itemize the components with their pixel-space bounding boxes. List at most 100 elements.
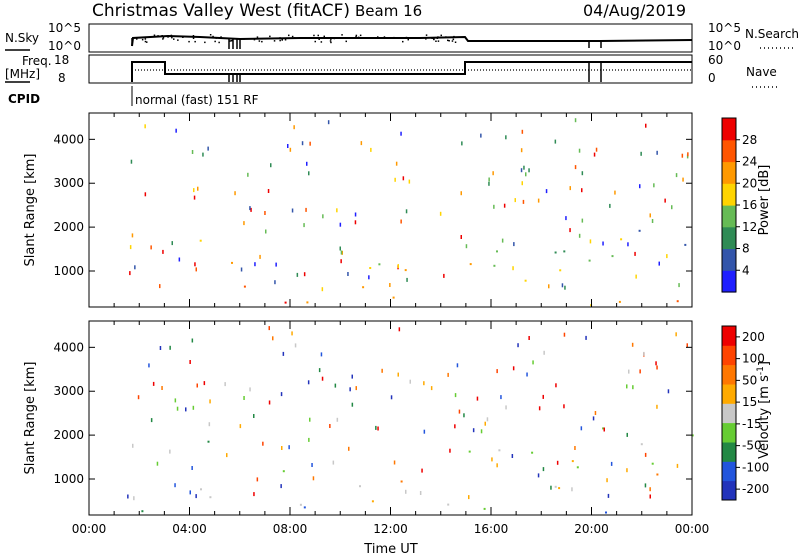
power-cell: [339, 222, 342, 227]
power-colorbar-tick-label: 28: [742, 133, 757, 147]
nsky-dot: [258, 40, 261, 42]
velocity-cell: [397, 372, 399, 377]
nave-tick-low: 0: [708, 71, 716, 85]
power-cell: [595, 147, 598, 152]
nsky-dot: [439, 36, 442, 39]
velocity-cell: [148, 363, 150, 368]
velocity-cell: [626, 468, 628, 473]
velocity-cell: [409, 379, 411, 384]
velocity-cell: [610, 461, 613, 466]
power-cell: [513, 242, 515, 247]
power-cell: [175, 128, 177, 133]
freq-panel: [88, 54, 693, 84]
velocity-cell: [336, 417, 339, 422]
velocity-cell: [191, 466, 193, 470]
power-colorbar-segment: [722, 226, 736, 250]
power-cell: [247, 172, 249, 177]
power-cell: [522, 199, 525, 204]
velocity-cell: [649, 494, 651, 499]
velocity-cell: [375, 425, 377, 430]
power-cell: [589, 239, 592, 244]
velocity-cell: [643, 351, 645, 356]
velocity-cell: [667, 389, 670, 394]
nsky-dot: [445, 36, 447, 38]
power-cell: [461, 141, 463, 146]
velocity-ytick-label: 4000: [53, 340, 84, 354]
velocity-cell: [423, 429, 426, 434]
power-cell: [406, 277, 408, 282]
velocity-cell: [282, 351, 285, 356]
power-cell: [678, 283, 680, 288]
power-cell: [565, 216, 567, 221]
velocity-cell: [371, 500, 374, 503]
power-cell: [370, 147, 372, 152]
velocity-cell: [656, 404, 658, 409]
velocity-cell: [280, 484, 282, 489]
nsky-dot: [355, 36, 357, 38]
nsky-dot: [402, 40, 404, 43]
power-colorbar-segment: [722, 183, 736, 206]
velocity-cell: [651, 462, 654, 465]
nsky-dot: [177, 39, 179, 41]
velocity-cell: [398, 327, 401, 332]
velocity-cell: [463, 413, 465, 418]
power-cell: [197, 186, 199, 191]
velocity-cell: [256, 477, 259, 482]
velocity-cell: [226, 453, 228, 458]
power-cell: [340, 250, 343, 255]
nsky-dot: [284, 39, 287, 41]
power-cell: [548, 284, 550, 289]
nsky-dot: [407, 38, 409, 41]
velocity-cell: [185, 407, 187, 412]
velocity-cell: [571, 487, 573, 492]
nsky-dot: [437, 36, 439, 38]
velocity-ytick-label: 3000: [53, 384, 84, 398]
velocity-colorbar-tick-label: 100: [742, 352, 765, 366]
velocity-cell: [161, 386, 163, 390]
power-cell: [270, 163, 272, 168]
velocity-cell: [349, 387, 351, 392]
power-cell: [480, 133, 482, 138]
power-colorbar-label: Power [dB]: [757, 165, 772, 236]
power-cell: [514, 198, 516, 203]
velocity-cell: [423, 381, 425, 386]
power-cell: [581, 188, 583, 193]
nsky-dot: [141, 38, 144, 41]
power-cell: [523, 165, 525, 170]
velocity-xtick-label: 00:00: [72, 522, 107, 536]
velocity-cell: [272, 336, 274, 341]
power-cell: [635, 274, 637, 279]
nsky-dot: [453, 35, 455, 38]
power-cell: [395, 161, 398, 166]
velocity-cell: [542, 394, 544, 399]
nsky-dot: [256, 36, 259, 38]
velocity-cell: [594, 411, 597, 415]
velocity-cell: [332, 460, 335, 465]
velocity-cell: [480, 429, 483, 434]
velocity-cell: [491, 457, 493, 462]
freq-tick-low: 8: [58, 71, 66, 85]
power-ytick-label: 2000: [53, 220, 84, 234]
velocity-cell: [303, 506, 306, 509]
power-cell: [675, 173, 678, 178]
nsky-dot: [288, 34, 290, 37]
velocity-cell: [191, 338, 194, 343]
velocity-cell: [628, 369, 630, 374]
nsky-dot: [153, 34, 156, 36]
nsky-dot: [157, 35, 159, 37]
power-cell: [354, 220, 357, 225]
velocity-cell: [192, 405, 195, 410]
power-cell: [234, 191, 236, 196]
nave-tick-high: 60: [708, 53, 723, 67]
cpid-text: normal (fast) 151 RF: [135, 93, 259, 107]
velocity-colorbar-tick-label: -200: [742, 482, 769, 496]
velocity-cell: [334, 383, 337, 388]
velocity-cell: [132, 443, 134, 448]
nsky-dot: [162, 37, 165, 39]
power-cell: [554, 139, 557, 144]
power-cell: [640, 151, 642, 156]
velocity-colorbar-segment: [722, 461, 736, 482]
power-cell: [439, 211, 442, 216]
power-colorbar-segment: [722, 205, 736, 228]
